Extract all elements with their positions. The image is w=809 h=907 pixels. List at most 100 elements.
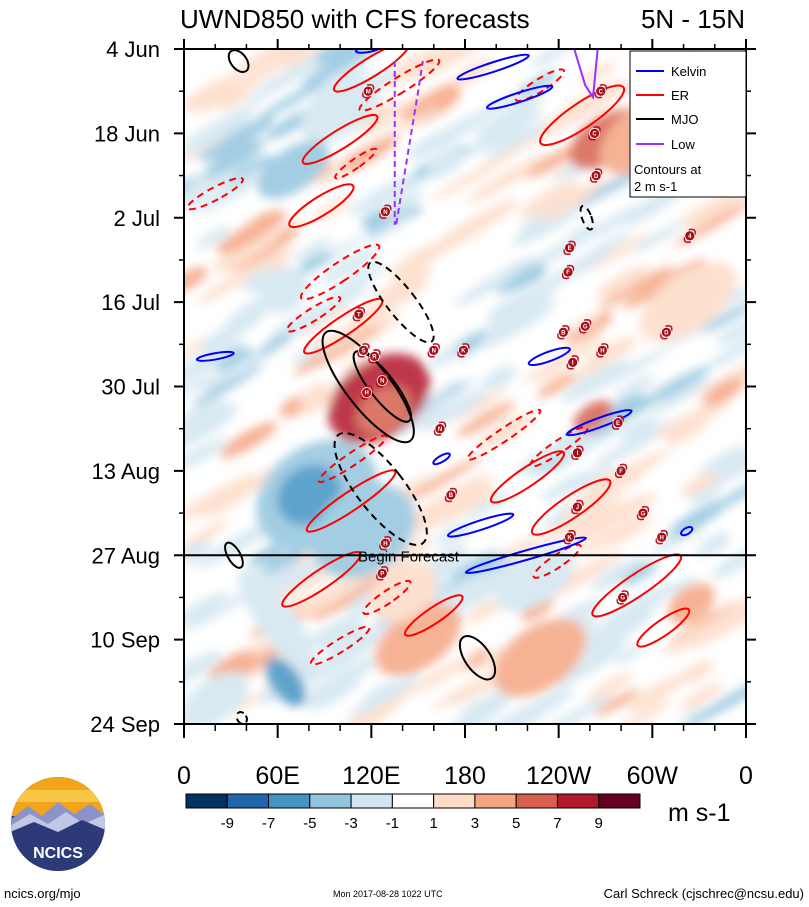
er-contour-positive [489,450,566,504]
storm-icon [434,423,446,435]
storm-arm-icon [568,240,576,248]
storm-arm-icon [568,529,576,537]
storm-label: N [432,349,436,355]
storm-marker: E [563,240,576,256]
storm-arm-icon [665,325,673,332]
anomaly-streak [435,204,509,249]
anomaly-streak [702,377,745,406]
x-tick-label: 60E [255,762,299,790]
anomaly-streak [397,455,484,506]
anomaly-streak [650,377,712,415]
legend-label-mjo: MJO [671,112,698,127]
storm-marker: C [594,83,607,99]
anomaly-streak [350,616,400,646]
storm-arm-icon [362,343,370,350]
storm-icon [661,326,672,338]
storm-arm-icon [381,373,389,380]
anomaly-core [259,267,309,313]
storm-marker: 4 [683,228,696,244]
anomaly-streak [632,222,685,253]
colorbar-label: 1 [429,815,437,832]
anomaly-streak [650,365,711,403]
storm-marker: I [566,355,579,370]
storm-icon [589,128,600,139]
storm-arm-icon [379,543,387,551]
mjo-contour-positive [352,350,412,423]
anomaly-streak [548,638,630,686]
er-contour-negative [514,68,565,102]
anomaly-streak [414,49,496,80]
storm-arm-icon [616,598,624,605]
storm-icon [579,320,591,332]
er-contour-negative [317,434,388,484]
storm-icon [557,326,569,338]
anomaly-streak [594,419,676,468]
anomaly-streak [407,654,476,695]
storm-marker: C [588,126,601,141]
storm-icon [361,387,372,398]
storm-label: H [383,541,387,547]
anomaly-streak [591,556,646,591]
colorbar-swatch [556,793,600,809]
storm-arm-icon [576,445,584,453]
y-tick-label: 24 Sep [90,712,160,737]
anomaly-streak [191,364,263,407]
anomaly-streak [198,311,265,352]
mjo-contour-positive [227,49,250,74]
storm-marker: K [563,529,576,545]
anomaly-streak [203,139,265,179]
er-contour-negative [285,295,342,333]
storm-arm-icon [599,83,607,91]
storm-label: B [561,330,566,336]
legend-label-low: Low [671,137,695,152]
storm-arm-icon [561,272,570,280]
anomaly-streak [196,261,268,304]
er-contour-negative [299,243,381,301]
colorbar-label: -5 [303,815,316,832]
y-tick-label: 4 Jun [106,37,160,62]
storm-marker: J [571,499,584,515]
storm-icon [637,507,649,519]
anomaly-streak [431,149,519,201]
footer-timestamp: Mon 2017-08-28 1022 UTC [333,889,443,899]
storm-label: S [362,349,366,355]
storm-arm-icon [641,505,650,513]
storm-arm-icon [616,415,625,422]
storm-label: P [380,572,384,578]
storm-marker: F [561,264,575,280]
storm-arm-icon [566,363,574,370]
kelvin-contour-positive [485,84,554,110]
anomaly-core [667,583,715,624]
storm-arm-icon [619,463,628,471]
colorbar-swatch [185,793,228,809]
storm-icon [615,465,627,477]
storm-arm-icon [462,343,470,350]
anomaly-streak [541,470,593,502]
anomaly-streak [184,74,240,112]
legend: Kelvin ER MJO Low Contours at 2 m s-1 [629,50,747,198]
colorbar-swatch [474,793,517,809]
anomaly-streak [309,571,391,620]
anomaly-streak [259,330,296,354]
storm-markers: M C C D N 4 E F T G B D N K H SR I N H E N I F B J G K H H P G [352,83,696,605]
storm-label: G [620,596,625,602]
storm-arm-icon [636,513,645,521]
storm-icon [376,567,388,579]
storm-arm-icon [576,499,584,507]
storm-icon [590,170,602,181]
storm-label: G [641,511,646,517]
storm-arm-icon [688,228,696,236]
anomaly-streak [696,532,732,557]
anomaly-core [184,672,249,724]
footer-url: ncics.org/mjo [4,886,81,901]
anomaly-streak [399,473,488,526]
storm-label: D [594,174,599,180]
colorbar-swatch [350,793,393,809]
storm-arm-icon [360,393,368,400]
anomaly-streak [615,375,655,401]
colorbar-label: -9 [221,815,234,832]
kelvin-contour-positive [195,350,235,362]
storm-icon [562,266,574,278]
storm-marker: N [427,343,440,358]
anomaly-streak [587,672,634,701]
